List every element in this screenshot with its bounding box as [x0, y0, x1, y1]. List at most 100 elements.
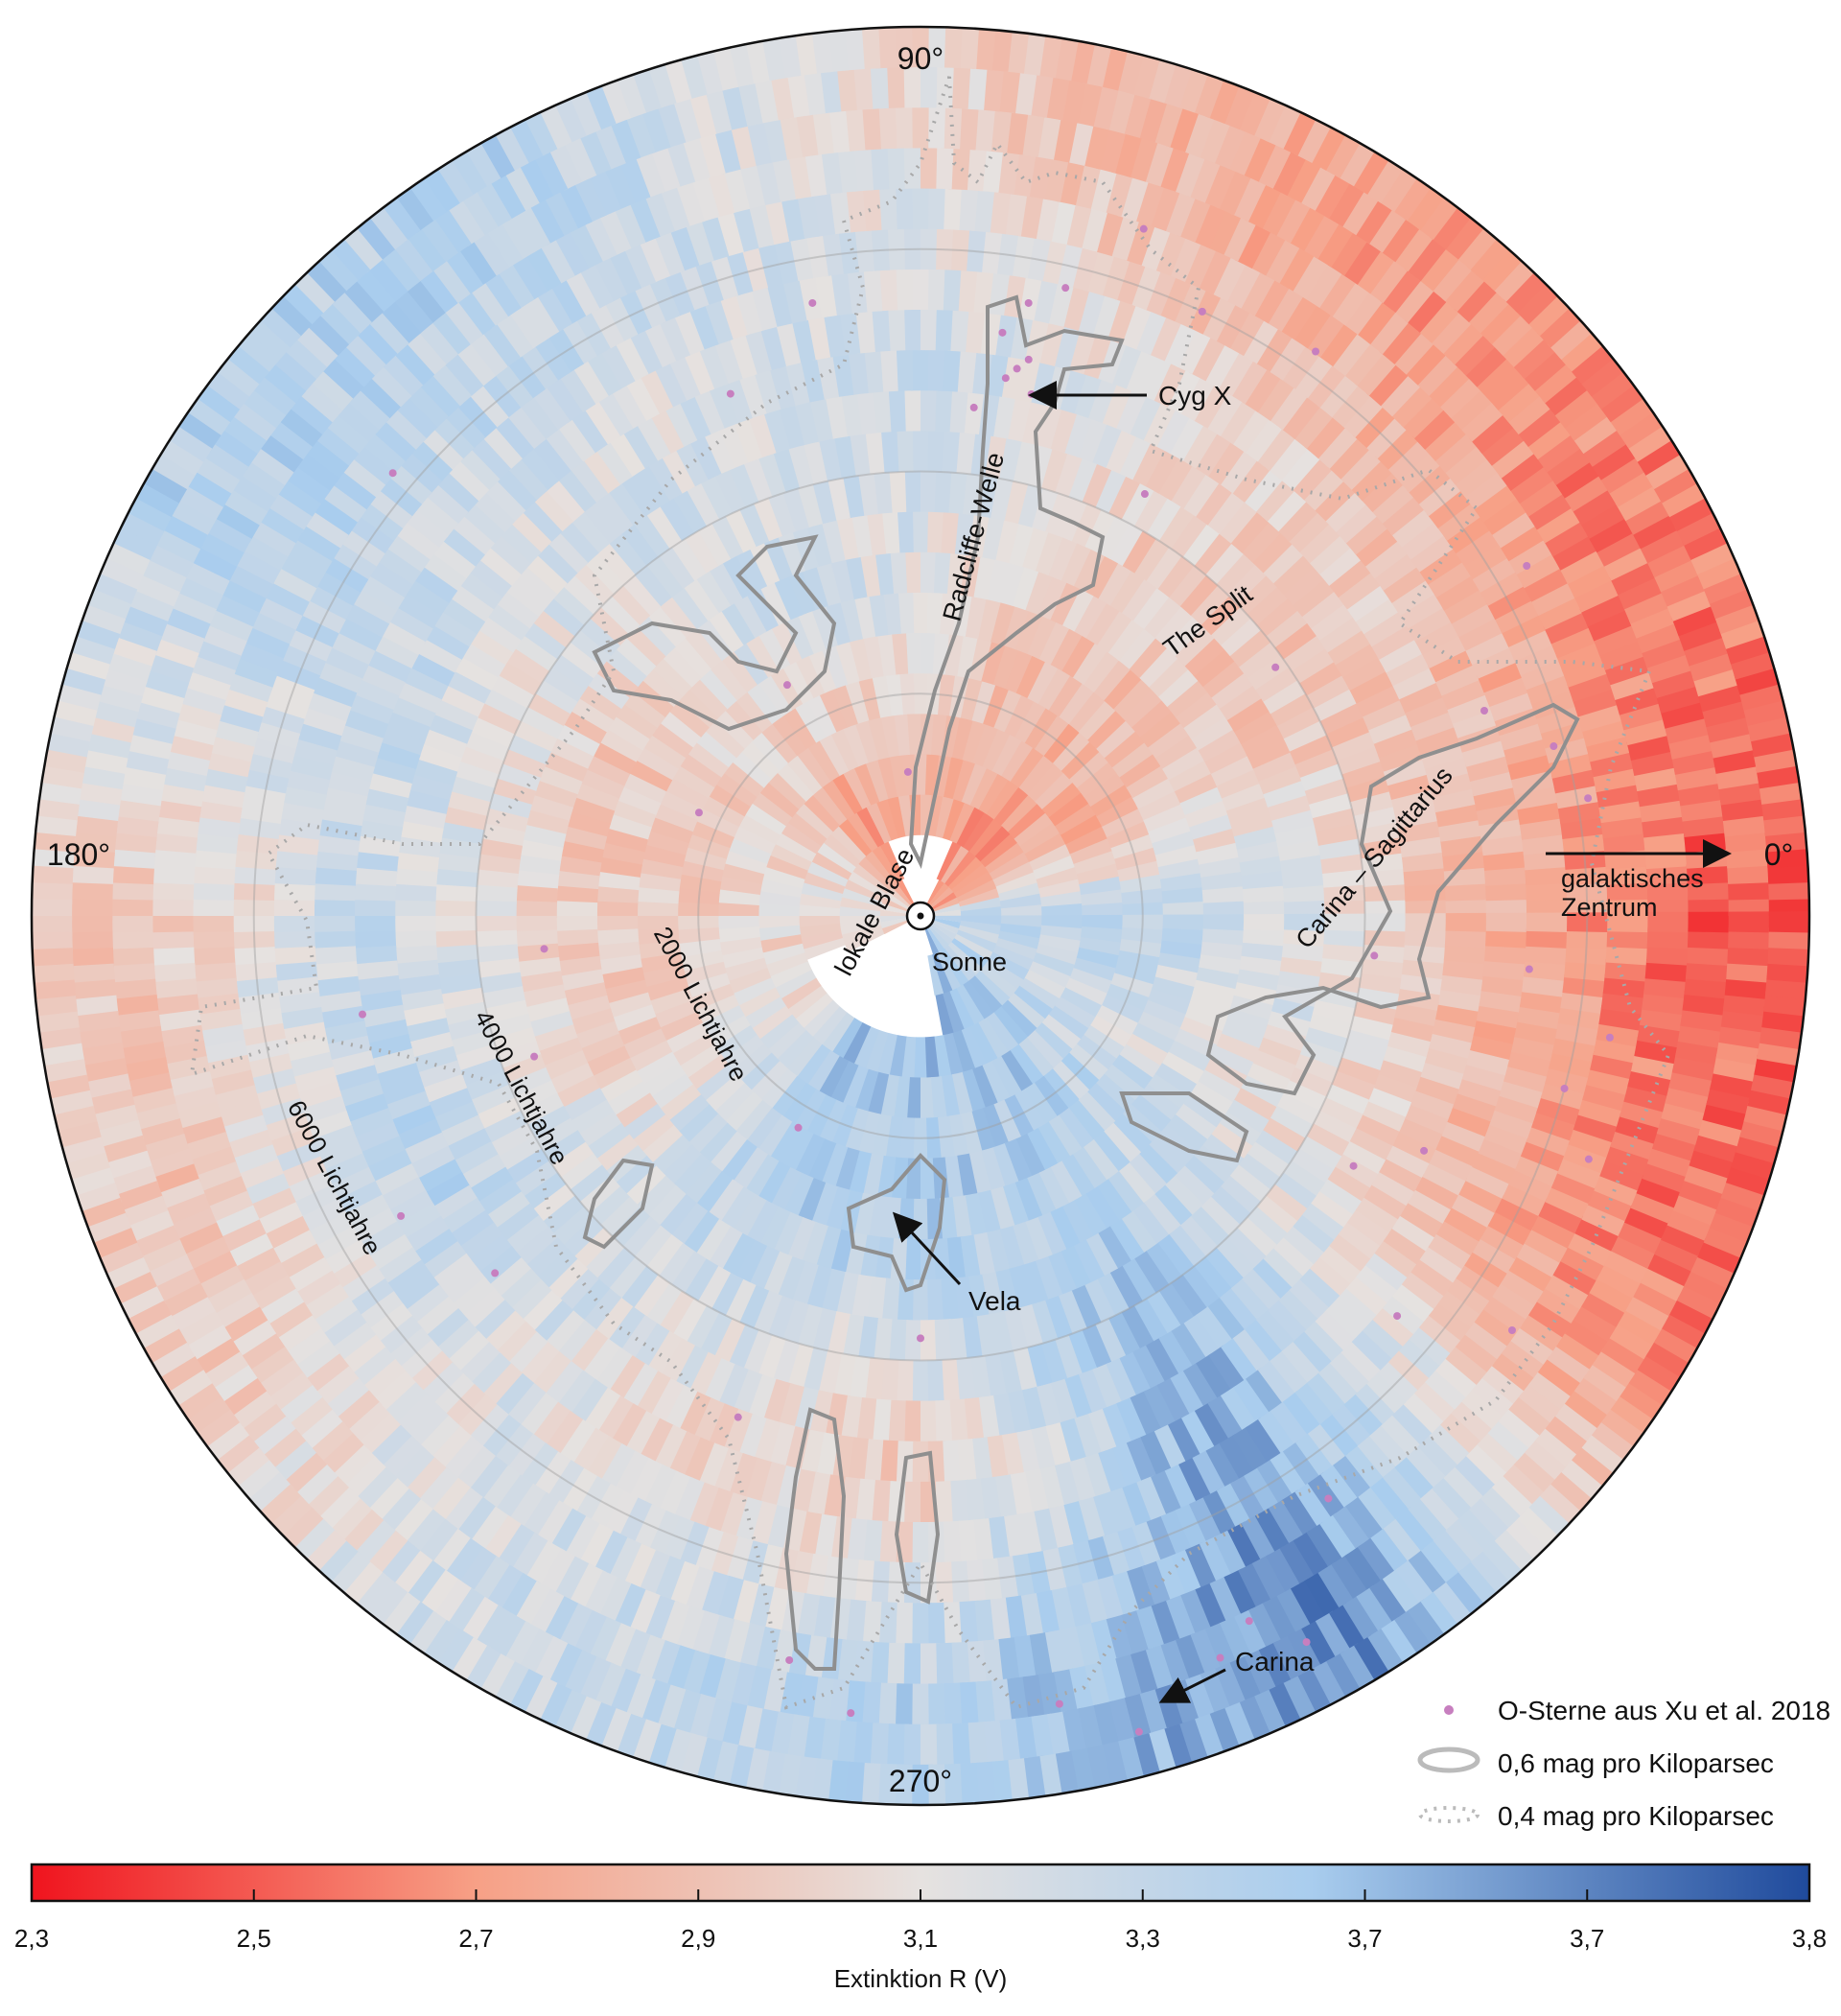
heatmap-cell — [1019, 977, 1060, 1010]
heatmap-cell — [1105, 299, 1136, 344]
heatmap-cell — [672, 181, 705, 227]
heatmap-cell — [1191, 202, 1226, 249]
heatmap-cell — [1451, 707, 1497, 738]
arrow-carina — [1158, 1668, 1226, 1703]
heatmap-cell — [1329, 1231, 1373, 1272]
heatmap-cell — [744, 635, 780, 679]
heatmap-cell — [877, 350, 898, 392]
heatmap-cell — [506, 458, 548, 503]
heatmap-cell — [654, 999, 699, 1029]
heatmap-cell — [1095, 795, 1139, 828]
heatmap-cell — [956, 984, 986, 1025]
heatmap-cell — [443, 407, 486, 451]
heatmap-cell — [1151, 830, 1196, 856]
heatmap-cell — [645, 457, 683, 503]
heatmap-cell — [847, 980, 879, 1020]
heatmap-cell — [227, 1447, 272, 1490]
heatmap-cell — [609, 1256, 649, 1301]
heatmap-cell — [169, 1370, 215, 1410]
heatmap-cell — [797, 1043, 832, 1086]
heatmap-cell — [1687, 943, 1729, 966]
heatmap-cell — [893, 349, 914, 391]
heatmap-cell — [569, 460, 609, 504]
heatmap-cell — [214, 1365, 261, 1406]
heatmap-cell — [581, 502, 622, 546]
heatmap-cell — [298, 383, 343, 426]
heatmap-cell — [1129, 1152, 1169, 1194]
heatmap-cell — [1527, 1369, 1573, 1411]
heatmap-cell — [1068, 1098, 1107, 1140]
heatmap-cell — [961, 762, 988, 806]
heatmap-cell — [1109, 1217, 1147, 1261]
heatmap-cell — [1356, 1585, 1396, 1631]
heatmap-cell — [570, 511, 611, 555]
heatmap-cell — [895, 511, 914, 553]
heatmap-cell — [940, 349, 961, 392]
heatmap-cell — [505, 119, 544, 166]
heatmap-cell — [949, 802, 975, 844]
heatmap-cell — [337, 618, 383, 654]
heatmap-cell — [927, 835, 944, 878]
heatmap-cell — [594, 492, 634, 536]
heatmap-cell — [302, 1198, 348, 1234]
distance-ring — [475, 470, 1366, 1362]
heatmap-cell — [313, 499, 358, 539]
heatmap-cell — [1604, 958, 1647, 982]
heatmap-cell — [857, 942, 894, 976]
heatmap-cell — [1281, 565, 1325, 606]
heatmap-cell — [1211, 1184, 1253, 1226]
heatmap-cell — [1110, 972, 1154, 998]
heatmap-cell — [269, 675, 315, 708]
heatmap-cell — [1701, 696, 1746, 728]
heatmap-cell — [555, 1556, 593, 1602]
heatmap-cell — [940, 106, 963, 150]
heatmap-cell — [497, 1203, 541, 1243]
heatmap-cell — [316, 303, 361, 348]
heatmap-cell — [1308, 1421, 1349, 1466]
heatmap-cell — [569, 410, 608, 456]
heatmap-cell — [1114, 960, 1158, 985]
heatmap-cell — [1725, 1162, 1772, 1196]
heatmap-cell — [1120, 577, 1157, 621]
heatmap-cell — [925, 430, 944, 473]
o-star — [734, 1413, 742, 1421]
heatmap-cell — [1640, 1264, 1687, 1301]
heatmap-cell — [1433, 1527, 1476, 1573]
heatmap-cell — [232, 1320, 279, 1360]
heatmap-cell — [1213, 303, 1250, 349]
contour-cygx-radcliffe — [908, 294, 1125, 869]
heatmap-cell — [598, 596, 641, 637]
heatmap-cell — [951, 759, 976, 803]
heatmap-cell — [404, 280, 446, 326]
heatmap-cell — [205, 518, 252, 556]
heatmap-cell — [690, 821, 734, 850]
heatmap-cell — [645, 1595, 679, 1641]
heatmap-cell — [546, 1360, 586, 1405]
annotation-vela: Vela — [968, 1286, 1021, 1316]
heatmap-cell — [708, 256, 739, 301]
heatmap-cell — [1279, 344, 1319, 389]
heatmap-cell — [1106, 1613, 1137, 1659]
o-star — [1312, 347, 1320, 356]
heatmap-cell — [1526, 927, 1568, 949]
heatmap-cell — [622, 773, 667, 805]
heatmap-cell — [1090, 1014, 1133, 1048]
heatmap-cell — [1573, 576, 1620, 613]
heatmap-cell — [1263, 1022, 1308, 1051]
heatmap-cell — [599, 729, 643, 764]
heatmap-cell — [354, 900, 396, 920]
heatmap-cell — [1200, 594, 1241, 636]
heatmap-cell — [1420, 1589, 1462, 1635]
heatmap-cell — [1037, 667, 1071, 711]
heatmap-cell — [549, 654, 594, 692]
heatmap-cell — [723, 251, 754, 297]
heatmap-cell — [549, 738, 594, 771]
heatmap-cell — [1724, 631, 1770, 665]
heatmap-cell — [154, 1163, 201, 1197]
heatmap-cell — [533, 781, 578, 809]
heatmap-cell — [314, 916, 356, 936]
heatmap-cell — [1337, 1055, 1382, 1086]
heatmap-cell — [351, 1278, 396, 1318]
heatmap-cell — [1154, 843, 1199, 868]
heatmap-cell — [818, 734, 850, 777]
